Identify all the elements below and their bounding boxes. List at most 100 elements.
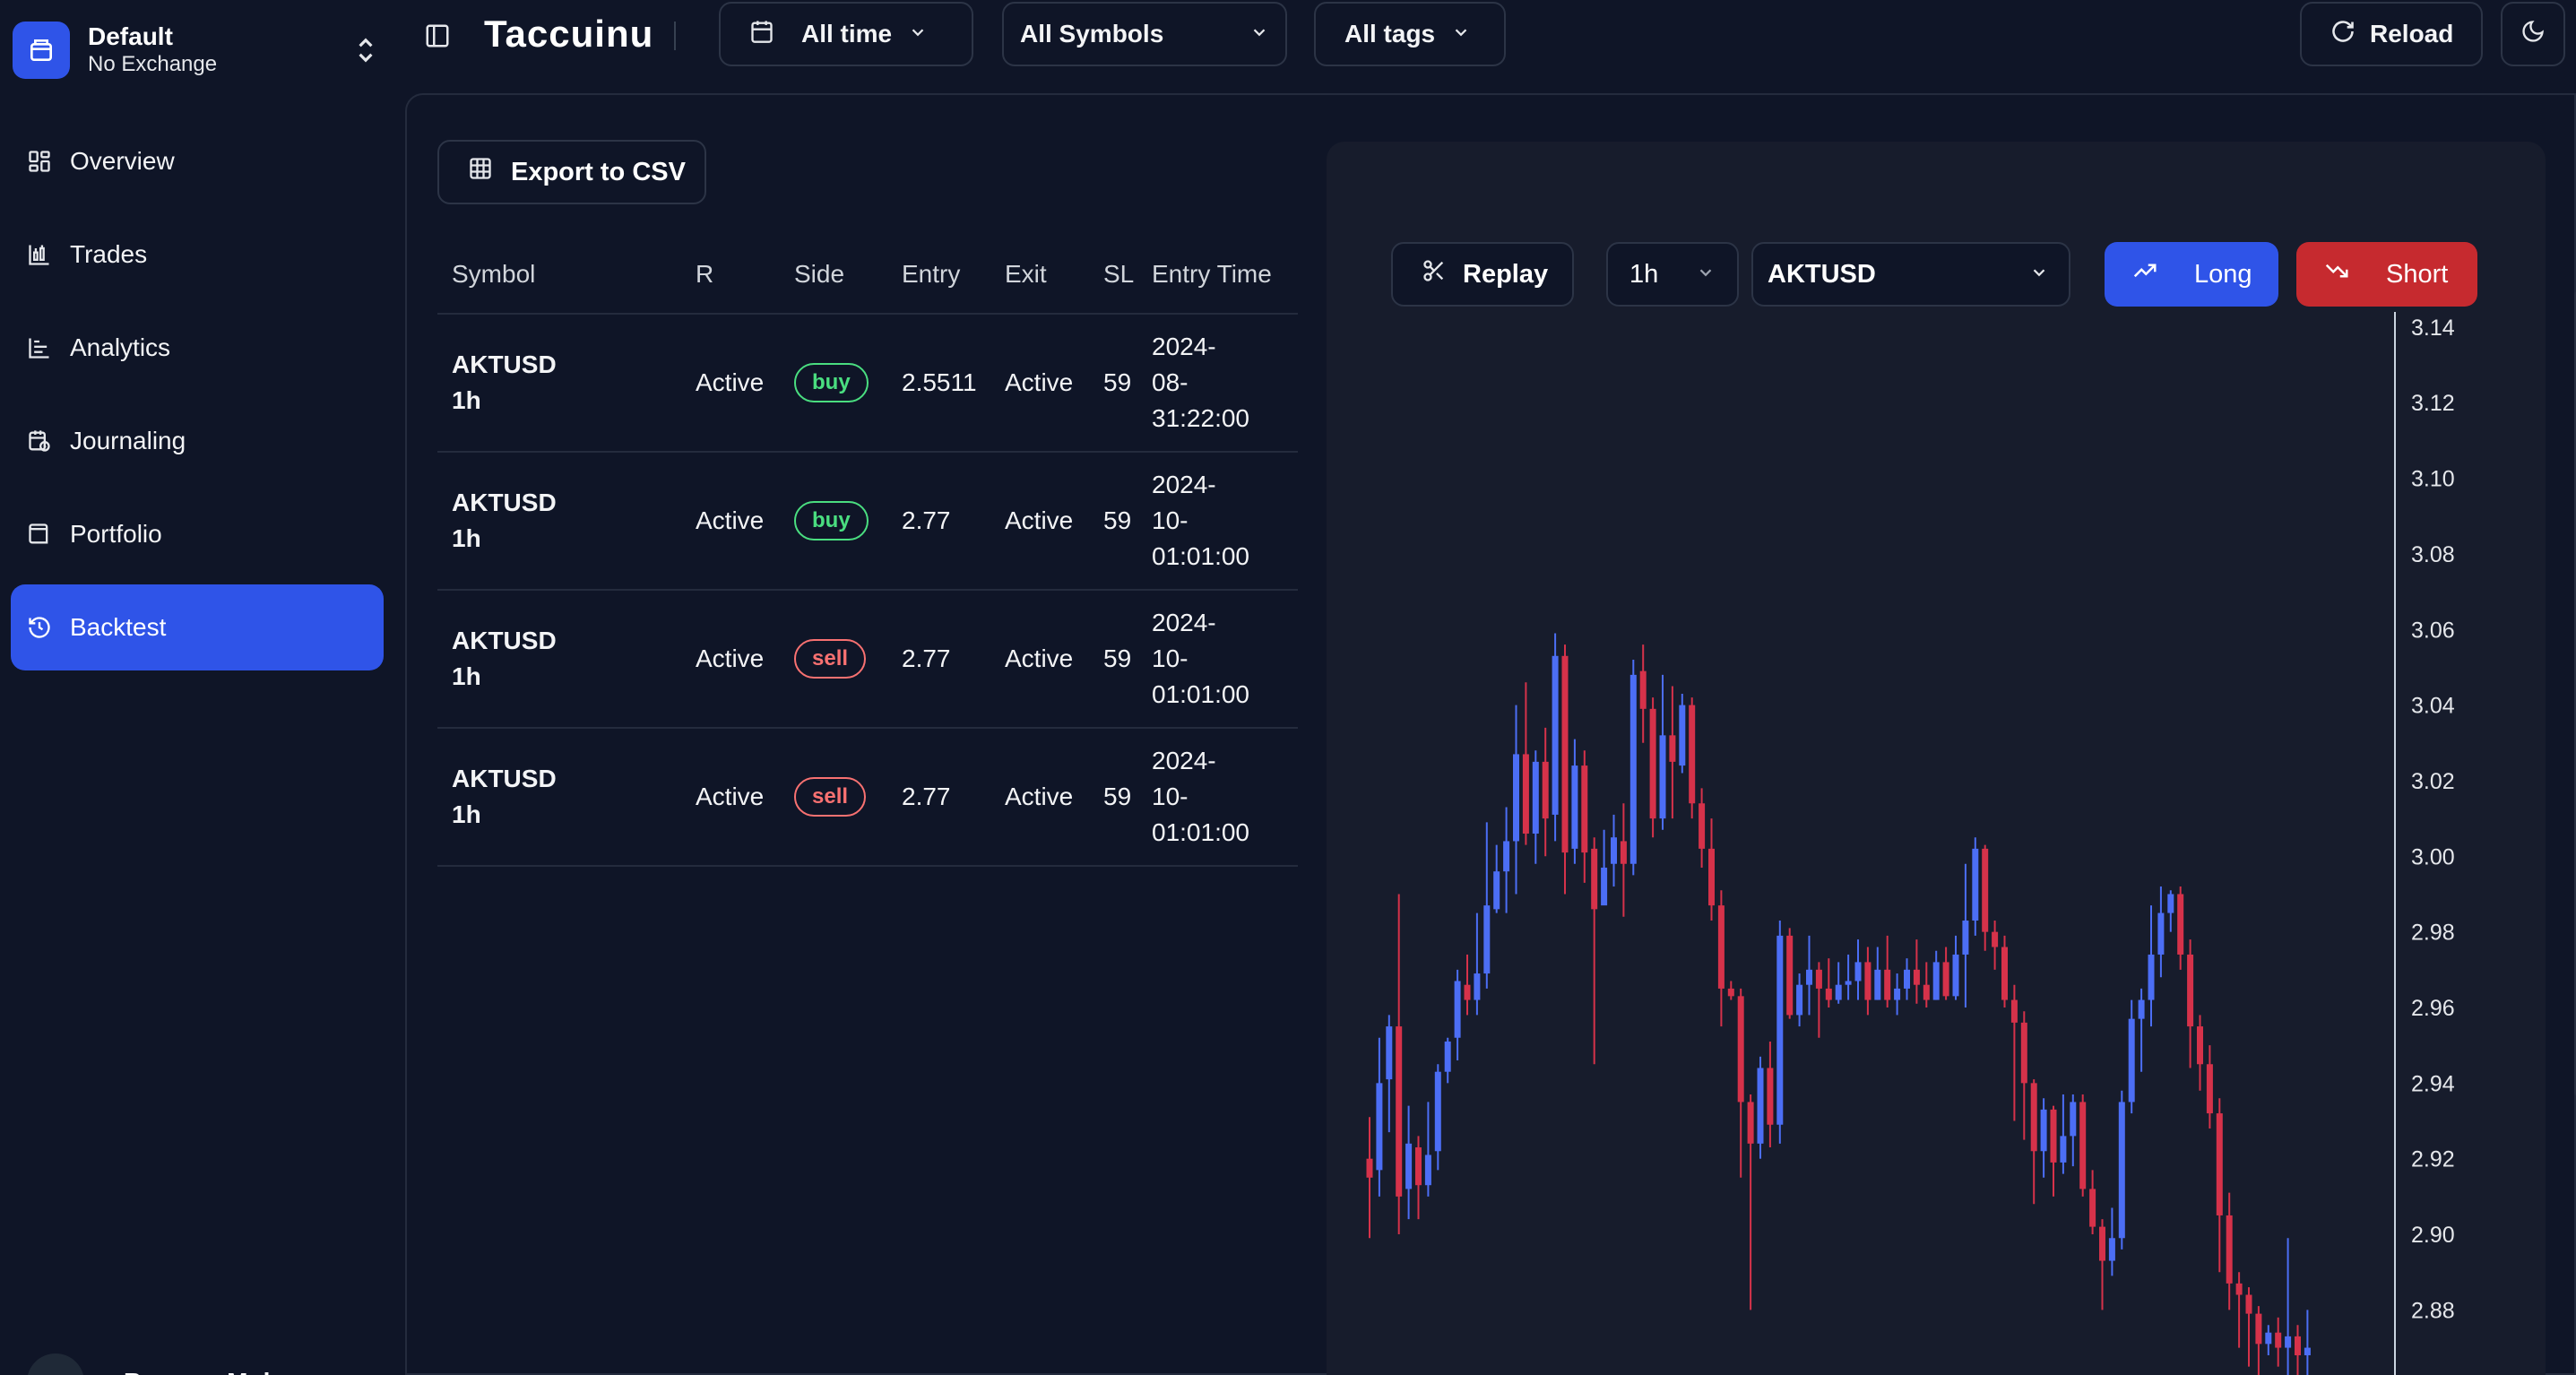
price-tick-label: 2.88 — [2411, 1298, 2455, 1323]
candle-body — [1815, 969, 1822, 989]
candle-body — [2206, 1064, 2213, 1114]
candle-body — [1522, 754, 1529, 834]
time-line: 2024- — [1152, 609, 1216, 636]
table-row[interactable]: AKTUSD 1h Active buy 2.5511 Active 59 202… — [437, 314, 1298, 453]
cell-entry-time: 2024- 10- 01:01:00 — [1137, 728, 1298, 867]
chevron-down-icon — [1451, 20, 1471, 48]
tags-filter-label: All tags — [1344, 20, 1436, 48]
column-header-side[interactable]: Side — [780, 235, 887, 315]
column-header-exit[interactable]: Exit — [990, 235, 1089, 315]
backtest-panel: Export to CSV Symbol R Side Entry Exit S… — [405, 93, 2576, 1375]
scissors-icon — [1422, 258, 1447, 290]
time-line: 31:22:00 — [1152, 404, 1249, 432]
time-filter-button[interactable]: All time — [719, 2, 973, 66]
column-header-entry-time[interactable]: Entry Time — [1137, 235, 1298, 315]
candle-body — [1474, 973, 1481, 1000]
workspace-switcher[interactable]: Default No Exchange — [13, 13, 380, 88]
candle-body — [1629, 674, 1637, 864]
long-label: Long — [2194, 259, 2252, 289]
candle-body — [1396, 1026, 1403, 1197]
table-row[interactable]: AKTUSD 1h Active sell 2.77 Active 59 2024… — [437, 728, 1298, 867]
candle-body — [1727, 988, 1734, 997]
side-badge: sell — [794, 639, 867, 679]
price-tick-label: 3.04 — [2411, 694, 2455, 719]
sidebar-item-portfolio[interactable]: Portfolio — [11, 491, 384, 577]
candle-body — [1796, 984, 1803, 1016]
candle-body — [1913, 969, 1920, 985]
candle-body — [2118, 1102, 2125, 1239]
candle-body — [1571, 765, 1578, 849]
sidebar-item-analytics[interactable]: Analytics — [11, 305, 384, 391]
candle-body — [1679, 705, 1686, 766]
column-header-r[interactable]: R — [681, 235, 780, 315]
candle-body — [2128, 1018, 2135, 1103]
sidebar-item-overview[interactable]: Overview — [11, 118, 384, 204]
candle-body — [1825, 988, 1832, 1000]
candle-body — [2265, 1332, 2272, 1345]
timeframe-select[interactable]: 1h — [1606, 242, 1739, 307]
bar-chart-icon — [25, 333, 54, 362]
candle-body — [2050, 1109, 2057, 1163]
price-tick-label: 3.00 — [2411, 844, 2455, 869]
workspace-logo-icon — [13, 22, 70, 79]
cell-entry-time: 2024- 10- 01:01:00 — [1137, 590, 1298, 729]
moon-icon — [2520, 19, 2546, 50]
sidebar-item-trades[interactable]: Trades — [11, 212, 384, 298]
candle-body — [2157, 912, 2165, 955]
candle-body — [1620, 841, 1627, 864]
tags-filter-button[interactable]: All tags — [1314, 2, 1506, 66]
candle-body — [1532, 761, 1539, 834]
replay-button[interactable]: Replay — [1391, 242, 1574, 307]
theme-toggle-button[interactable] — [2501, 2, 2565, 66]
cell-entry: 2.77 — [887, 728, 990, 867]
candle-body — [1923, 984, 1930, 1000]
price-tick-label: 2.90 — [2411, 1223, 2455, 1248]
candle-body — [2285, 1336, 2292, 1348]
cell-entry-time: 2024- 08- 31:22:00 — [1137, 314, 1298, 453]
cell-r: Active — [681, 452, 780, 591]
candle-body — [1649, 708, 1656, 819]
candle-body — [1699, 803, 1706, 849]
candle-body — [2020, 1022, 2027, 1084]
time-line: 10- — [1152, 783, 1189, 810]
candlestick-chart[interactable]: 3.14 3.12 3.10 3.08 3.06 3.04 3.02 3.00 2.98 2.96… — [1327, 312, 2546, 1375]
table-row[interactable]: AKTUSD 1h Active sell 2.77 Active 59 2024… — [437, 590, 1298, 729]
candle-body — [1493, 871, 1500, 910]
chart-symbol-select[interactable]: AKTUSD — [1751, 242, 2070, 307]
time-line: 2024- — [1152, 747, 1216, 774]
column-header-entry[interactable]: Entry — [887, 235, 990, 315]
cell-symbol: AKTUSD 1h — [437, 314, 681, 453]
candle-body — [1611, 837, 1617, 864]
reload-button[interactable]: Reload — [2300, 2, 2483, 66]
sidebar-toggle-icon[interactable] — [418, 16, 457, 56]
chart-panel: Replay 1h AKTUSD Long Short 3.14 3.12 3.10… — [1327, 142, 2576, 1375]
candle-body — [1542, 761, 1549, 819]
table-row[interactable]: AKTUSD 1h Active buy 2.77 Active 59 2024-… — [437, 452, 1298, 591]
scrollbar[interactable] — [2574, 290, 2576, 1097]
chevrons-up-down-icon — [351, 29, 380, 72]
price-tick-label: 3.02 — [2411, 769, 2455, 794]
sidebar-item-backtest[interactable]: Backtest — [11, 584, 384, 670]
candle-body — [1747, 1102, 1754, 1144]
candle-body — [1689, 705, 1696, 804]
candle-body — [2138, 999, 2145, 1019]
candle-body — [2108, 1238, 2115, 1261]
short-button[interactable]: Short — [2296, 242, 2477, 307]
workspace-exchange: No Exchange — [88, 52, 218, 76]
column-header-sl[interactable]: SL — [1089, 235, 1137, 315]
candle-body — [2197, 1026, 2203, 1065]
user-menu[interactable]: Bassem Mohem — [27, 1353, 315, 1375]
candle-body — [2304, 1347, 2311, 1355]
cell-r: Active — [681, 590, 780, 729]
sidebar-item-journaling[interactable]: Journaling — [11, 398, 384, 484]
symbol-filter-select[interactable]: All Symbols — [1002, 2, 1287, 66]
price-tick-label: 2.98 — [2411, 921, 2455, 946]
long-button[interactable]: Long — [2105, 242, 2278, 307]
candle-body — [2001, 947, 2008, 1000]
column-header-symbol[interactable]: Symbol — [437, 235, 681, 315]
candle-body — [1952, 954, 1959, 997]
export-csv-button[interactable]: Export to CSV — [437, 140, 706, 204]
timeframe-text: 1h — [452, 800, 481, 828]
candle-body — [1386, 1026, 1393, 1080]
candle-body — [2235, 1283, 2243, 1295]
